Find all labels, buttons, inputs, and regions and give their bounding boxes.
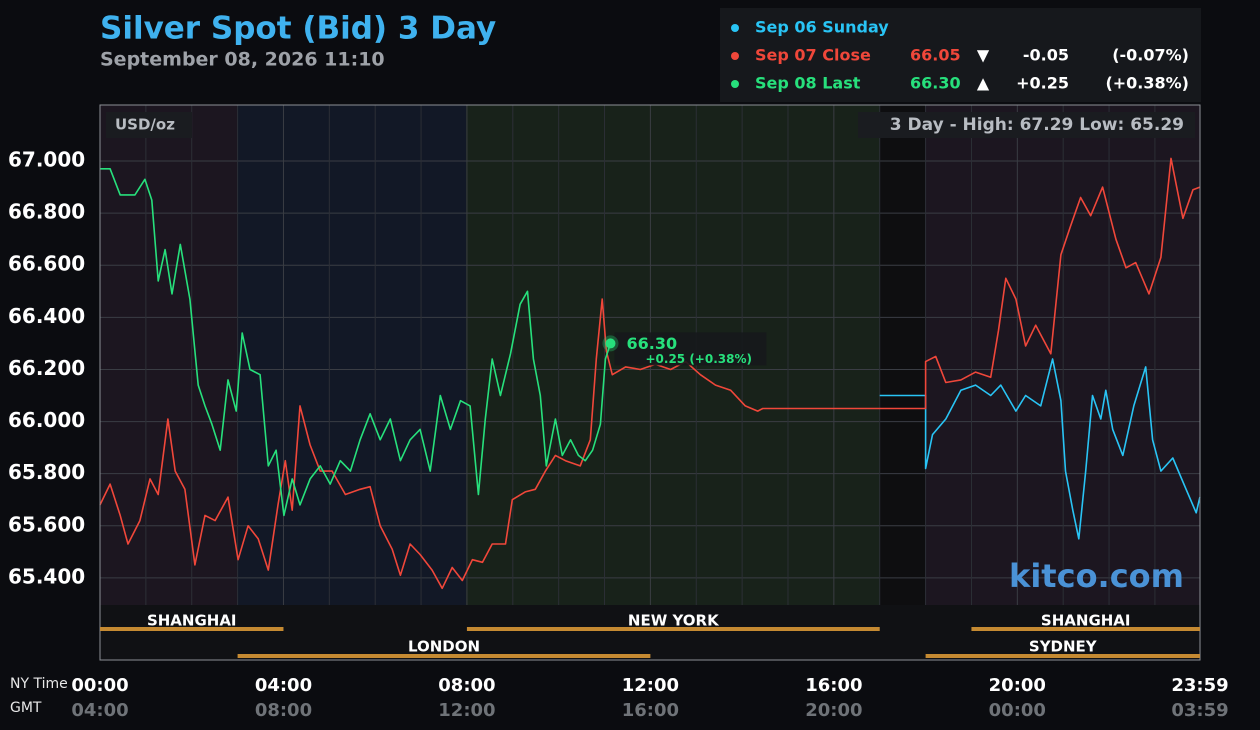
legend-dot [731, 24, 739, 32]
session-bar [925, 654, 1200, 658]
y-tick-label: 66.800 [8, 200, 85, 224]
y-tick-label: 66.400 [8, 304, 85, 328]
x-tick-label: 20:00 [989, 675, 1046, 696]
legend-arrow: ▲ [977, 74, 990, 93]
session-label: NEW YORK [628, 612, 720, 630]
annotation-change: +0.25 (+0.38%) [645, 352, 752, 366]
chart-title: Silver Spot (Bid) 3 Day [100, 11, 496, 47]
legend-dot [731, 52, 739, 60]
legend-price: 66.30 [910, 74, 961, 93]
series-line [99, 157, 1201, 590]
watermark: kitco.com [1009, 557, 1184, 595]
session-bar [971, 627, 1200, 631]
legend-change: -0.05 [1023, 46, 1069, 65]
region-shade [237, 105, 466, 605]
range-label: 3 Day - High: 67.29 Low: 65.29 [890, 115, 1184, 135]
y-tick-label: 67.000 [8, 148, 85, 172]
y-tick-label: 66.600 [8, 252, 85, 276]
annotation-box [614, 332, 767, 366]
plot-border [99, 104, 1201, 661]
x2-tick-label: 16:00 [622, 700, 679, 721]
region-shade [925, 105, 1200, 605]
legend-change: +0.25 [1016, 74, 1069, 93]
legend-label: Sep 07 Close [755, 46, 871, 65]
series-line [100, 168, 612, 517]
legend-box [720, 8, 1201, 102]
session-label: SYDNEY [1029, 638, 1098, 656]
session-band [100, 605, 1200, 660]
session-bar [100, 627, 284, 631]
region-shade [880, 105, 925, 605]
x2-tick-label: 03:59 [1171, 700, 1228, 721]
x2-tick-label: 12:00 [438, 700, 495, 721]
y-tick-label: 66.000 [8, 408, 85, 432]
x-axis-label: NY Time [10, 676, 68, 692]
unit-label: USD/oz [115, 116, 175, 134]
x-tick-label: 08:00 [438, 675, 495, 696]
region-shade [100, 105, 237, 605]
chart-subtitle: September 08, 2026 11:10 [100, 49, 385, 71]
y-tick-label: 65.400 [8, 564, 85, 588]
y-tick-label: 65.600 [8, 512, 85, 536]
x2-tick-label: 08:00 [255, 700, 312, 721]
grid [99, 105, 1201, 605]
annotation-value: 66.30 [626, 334, 677, 353]
y-tick-label: 65.800 [8, 460, 85, 484]
legend-dot [731, 80, 739, 88]
x2-tick-label: 20:00 [805, 700, 862, 721]
legend-price: 66.05 [910, 46, 961, 65]
legend-change-pct: (-0.07%) [1112, 46, 1189, 65]
y-tick-label: 66.200 [8, 356, 85, 380]
session-label: SHANGHAI [147, 612, 237, 630]
session-bar [466, 627, 880, 631]
session-label: SHANGHAI [1041, 612, 1131, 630]
overlay: 66.30+0.25 (+0.38%) [602, 332, 767, 366]
series-line [879, 358, 1201, 540]
legend-label: Sep 06 Sunday [755, 18, 889, 37]
unit-box [106, 112, 192, 138]
session-label: LONDON [408, 638, 480, 656]
legend-label: Sep 08 Last [755, 74, 861, 93]
session-bar [237, 654, 651, 658]
range-box [858, 112, 1195, 138]
x-tick-label: 00:00 [71, 675, 128, 696]
legend-change-pct: (+0.38%) [1105, 74, 1189, 93]
x-tick-label: 23:59 [1171, 675, 1228, 696]
x-tick-label: 12:00 [622, 675, 679, 696]
lines [99, 157, 1201, 590]
x-tick-label: 04:00 [255, 675, 312, 696]
x2-tick-label: 00:00 [989, 700, 1046, 721]
x2-axis-label: GMT [10, 700, 42, 716]
legend-arrow: ▼ [977, 46, 990, 65]
x-tick-label: 16:00 [805, 675, 862, 696]
x2-tick-label: 04:00 [71, 700, 128, 721]
last-point [605, 338, 616, 349]
